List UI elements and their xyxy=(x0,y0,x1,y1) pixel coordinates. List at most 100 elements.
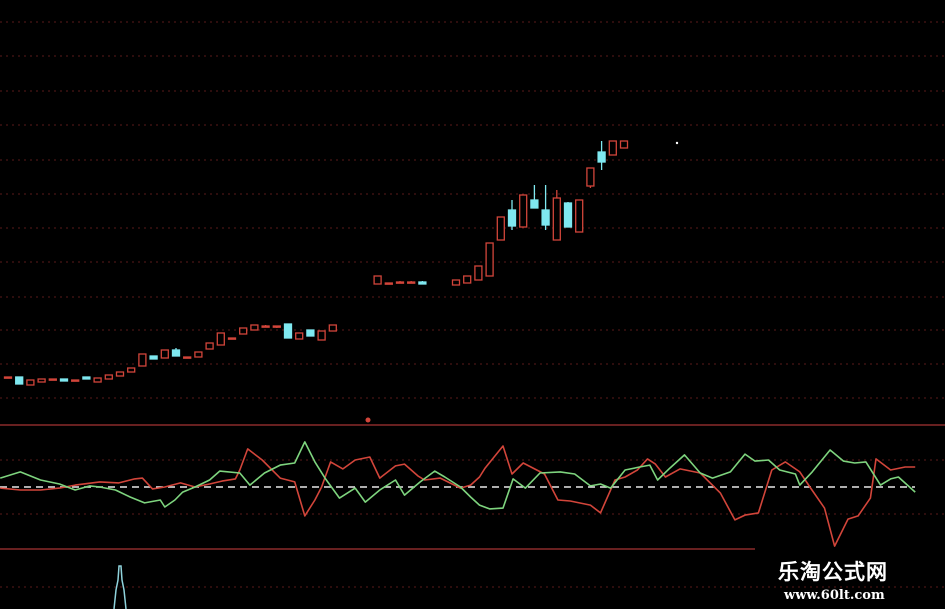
candle xyxy=(575,199,584,233)
candle xyxy=(216,332,225,346)
candlestick-series xyxy=(3,140,629,386)
candle-body xyxy=(384,282,393,285)
watermark-site-name: 乐淘公式网 xyxy=(778,560,888,584)
candle xyxy=(59,378,69,382)
candle-body xyxy=(507,209,517,227)
candle xyxy=(283,323,293,339)
candle-body xyxy=(541,209,550,226)
candle-body xyxy=(216,332,225,346)
candle xyxy=(93,377,102,383)
candle xyxy=(71,379,80,382)
gridlines xyxy=(0,21,945,588)
candle-body xyxy=(194,351,203,358)
candle xyxy=(407,281,416,284)
candle xyxy=(418,281,427,285)
candle xyxy=(239,327,248,335)
indicator-line-2 xyxy=(0,441,916,510)
candle-body xyxy=(115,371,125,377)
candle xyxy=(250,324,259,331)
candle xyxy=(395,281,405,284)
candle xyxy=(563,202,573,228)
candle-body xyxy=(3,376,13,379)
candle-body xyxy=(160,349,169,359)
candle-body xyxy=(519,194,528,228)
candle-body xyxy=(317,330,326,341)
candle-body xyxy=(59,378,69,382)
candle-body xyxy=(563,202,573,228)
candle-body xyxy=(407,281,416,284)
candle-body xyxy=(496,216,505,241)
candle-body xyxy=(395,281,405,284)
watermark: 乐淘公式网 www.60lt.com xyxy=(778,556,888,603)
candle xyxy=(463,275,472,284)
candle xyxy=(619,140,629,149)
candle xyxy=(194,351,203,358)
candle-body xyxy=(82,376,91,380)
candle xyxy=(48,378,57,381)
candle-body xyxy=(183,356,192,359)
candle xyxy=(373,275,382,285)
candle xyxy=(597,141,606,170)
indicator-series xyxy=(0,441,916,547)
candle xyxy=(3,376,13,379)
candle xyxy=(15,376,24,385)
candle xyxy=(227,337,237,340)
candle xyxy=(519,194,528,228)
candle-body xyxy=(15,376,24,385)
candle-body xyxy=(306,329,315,337)
candle-body xyxy=(250,324,259,331)
candle-body xyxy=(485,242,494,277)
candle xyxy=(183,356,192,359)
candle-body xyxy=(619,140,629,149)
candle-body xyxy=(295,332,304,340)
candle xyxy=(507,200,517,230)
candle-body xyxy=(171,349,181,357)
candle xyxy=(261,325,270,328)
candle-body xyxy=(272,325,281,328)
candle-body xyxy=(127,367,136,373)
candle-body xyxy=(71,379,80,382)
candle-body xyxy=(552,197,561,241)
candle xyxy=(530,185,539,209)
candle xyxy=(328,324,337,332)
candle-body xyxy=(418,281,427,285)
candle xyxy=(104,374,113,380)
candle-body xyxy=(474,265,483,281)
candle xyxy=(317,330,326,341)
candle xyxy=(149,355,158,360)
candle xyxy=(205,342,214,350)
candle xyxy=(306,329,315,337)
candle-body xyxy=(104,374,113,380)
candle xyxy=(552,190,561,241)
candle-body xyxy=(205,342,214,350)
volume-spike xyxy=(113,565,127,609)
candle-body xyxy=(586,167,595,187)
candle-body xyxy=(463,275,472,284)
candle xyxy=(82,376,91,380)
candle-body xyxy=(37,378,46,383)
candle xyxy=(160,349,169,359)
candle-body xyxy=(239,327,248,335)
candle xyxy=(37,378,46,383)
candle-body xyxy=(328,324,337,332)
candle-body xyxy=(149,355,158,360)
candle xyxy=(127,367,136,373)
candle xyxy=(171,348,181,357)
candle-body xyxy=(597,151,606,163)
candle xyxy=(485,242,494,277)
candle-body xyxy=(451,279,461,286)
candle xyxy=(272,325,281,328)
candle xyxy=(608,140,617,156)
candle xyxy=(451,279,461,286)
price-dot xyxy=(675,141,679,145)
indicator-line-1 xyxy=(0,445,916,547)
candle-body xyxy=(227,337,237,340)
candle xyxy=(384,282,393,285)
candle-body xyxy=(138,353,147,367)
candle-body xyxy=(261,325,270,328)
candle xyxy=(496,216,505,241)
watermark-url: www.60lt.com xyxy=(784,588,885,603)
candle-body xyxy=(373,275,382,285)
